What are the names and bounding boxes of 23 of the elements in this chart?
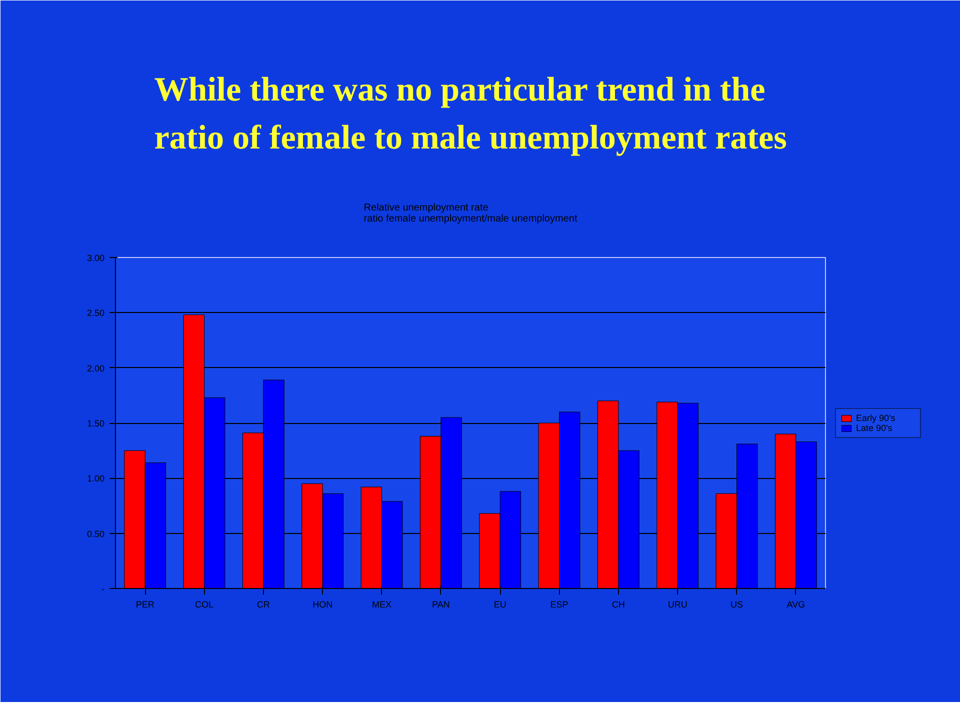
y-tick-label: 0.50 (86, 528, 105, 539)
x-tick-label: CH (612, 600, 625, 610)
x-tick-label: PAN (432, 600, 450, 610)
legend-label: Late 90's (856, 422, 894, 432)
y-tick-label: 1.00 (86, 474, 105, 484)
y-tick-label: 1.50 (86, 418, 105, 428)
x-tick-label: MEX (372, 600, 392, 610)
y-tick-label: - (102, 584, 105, 594)
x-tick-label: US (730, 600, 744, 610)
x-tick-label: AVG (786, 600, 806, 610)
y-tick-label: 3.00 (86, 253, 105, 263)
chart-subtitle: Relative unemployment rate ratio female unemployment/male unemployment (364, 202, 578, 224)
x-tick-label: COL (194, 600, 214, 610)
x-tick-label: EU (494, 600, 506, 610)
y-tick-label: 2.00 (86, 363, 105, 374)
x-tick-label: ESP (550, 600, 568, 610)
x-tick-label: HON (312, 600, 333, 610)
legend-label: Early 90's (856, 412, 896, 422)
y-tick-label: 2.50 (86, 308, 105, 318)
x-tick-label: URU (668, 600, 688, 610)
x-tick-label: PER (136, 600, 155, 610)
x-tick-label: CR (256, 600, 270, 610)
chart-title: While there was no particular trend in the ratio of female to male unemployment rates (154, 71, 787, 156)
